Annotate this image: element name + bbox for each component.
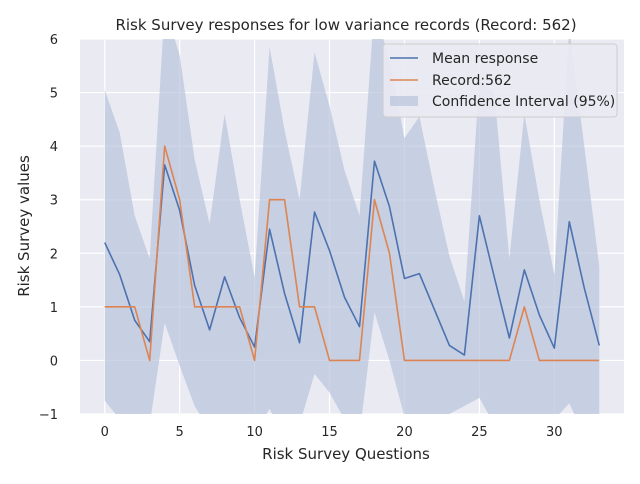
x-tick-label: 30	[546, 425, 563, 440]
legend-swatch-confidence	[390, 96, 418, 106]
legend-label-confidence: Confidence Interval (95%)	[432, 94, 615, 110]
legend-box	[382, 43, 618, 118]
tick-labels-layer: 0 5 10 15 20 25 30 −1 0 1 2 3 4 5 6	[39, 33, 563, 440]
x-tick-label: 0	[101, 425, 109, 440]
legend-label-mean: Mean response	[432, 51, 538, 67]
y-tick-label: 5	[50, 87, 58, 102]
y-tick-label: 2	[50, 247, 58, 262]
confidence-band-layer	[104, 39, 600, 414]
x-tick-label: 20	[396, 425, 413, 440]
y-tick-label: 1	[50, 301, 58, 316]
y-axis-label: Risk Survey values	[15, 155, 33, 297]
record-562-line	[104, 145, 600, 362]
x-tick-label: 25	[471, 425, 488, 440]
x-axis-label: Risk Survey Questions	[262, 445, 430, 463]
legend: Mean response Record:562 Confidence Inte…	[382, 43, 618, 118]
series-lines-layer	[104, 145, 601, 362]
chart-title: Risk Survey responses for low variance r…	[115, 16, 576, 34]
x-tick-label: 10	[246, 425, 263, 440]
y-tick-label: 3	[50, 194, 58, 209]
y-tick-label: 0	[50, 354, 58, 369]
x-tick-label: 15	[321, 425, 338, 440]
x-tick-label: 5	[176, 425, 184, 440]
confidence-interval-band	[104, 39, 600, 414]
y-tick-label: 6	[50, 33, 58, 48]
legend-label-record: Record:562	[432, 73, 512, 89]
y-tick-label: −1	[39, 408, 58, 423]
y-tick-label: 4	[50, 140, 58, 155]
